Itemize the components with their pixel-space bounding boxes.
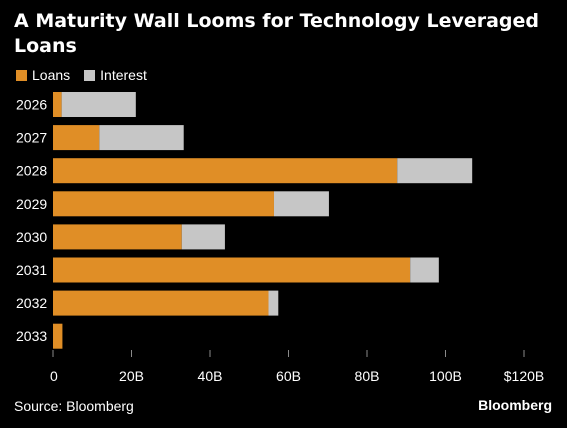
- bar-loans-2033: [53, 323, 63, 349]
- x-tick-label-100: 100B: [429, 368, 462, 384]
- x-tick-label-120: $120B: [504, 368, 544, 384]
- x-tick-label-80: 80B: [355, 368, 380, 384]
- bar-interest-2030: [181, 224, 225, 250]
- bar-interest-2027: [99, 125, 184, 151]
- legend-swatch-loans: [16, 69, 27, 81]
- category-label-2026: 2026: [16, 97, 47, 113]
- bar-loans-2030: [53, 224, 182, 250]
- legend-label-interest: Interest: [100, 67, 147, 83]
- bar-interest-2032: [268, 290, 279, 316]
- bar-loans-2026: [53, 92, 62, 117]
- bar-interest-2031: [410, 257, 439, 283]
- category-label-2030: 2030: [16, 229, 47, 245]
- bar-loans-2031: [53, 257, 411, 283]
- legend-item-interest: Interest: [84, 67, 147, 83]
- bar-loans-2027: [53, 125, 100, 151]
- bar-interest-2029: [273, 191, 329, 217]
- chart-title: A Maturity Wall Looms for Technology Lev…: [14, 10, 540, 57]
- category-label-2031: 2031: [16, 262, 47, 278]
- category-label-2032: 2032: [16, 295, 47, 311]
- legend-swatch-interest: [84, 69, 96, 81]
- category-label-2028: 2028: [16, 163, 47, 179]
- bar-loans-2028: [53, 158, 398, 184]
- source-note: Source: Bloomberg: [14, 398, 134, 414]
- bar-loans-2029: [53, 191, 274, 217]
- x-tick-label-20: 20B: [119, 368, 144, 384]
- bar-interest-2026: [61, 92, 136, 117]
- bar-loans-2032: [53, 290, 269, 316]
- x-tick-label-60: 60B: [276, 368, 301, 384]
- x-tick-label-0: 0: [50, 368, 58, 384]
- brand-logo: Bloomberg: [478, 397, 552, 413]
- category-label-2033: 2033: [16, 328, 47, 344]
- legend: Loans Interest: [16, 67, 161, 83]
- bar-interest-2028: [397, 158, 473, 184]
- legend-label-loans: Loans: [32, 67, 71, 83]
- legend-item-loans: Loans: [16, 67, 70, 83]
- x-tick-label-40: 40B: [198, 368, 223, 384]
- category-label-2027: 2027: [16, 130, 47, 146]
- category-label-2029: 2029: [16, 196, 47, 212]
